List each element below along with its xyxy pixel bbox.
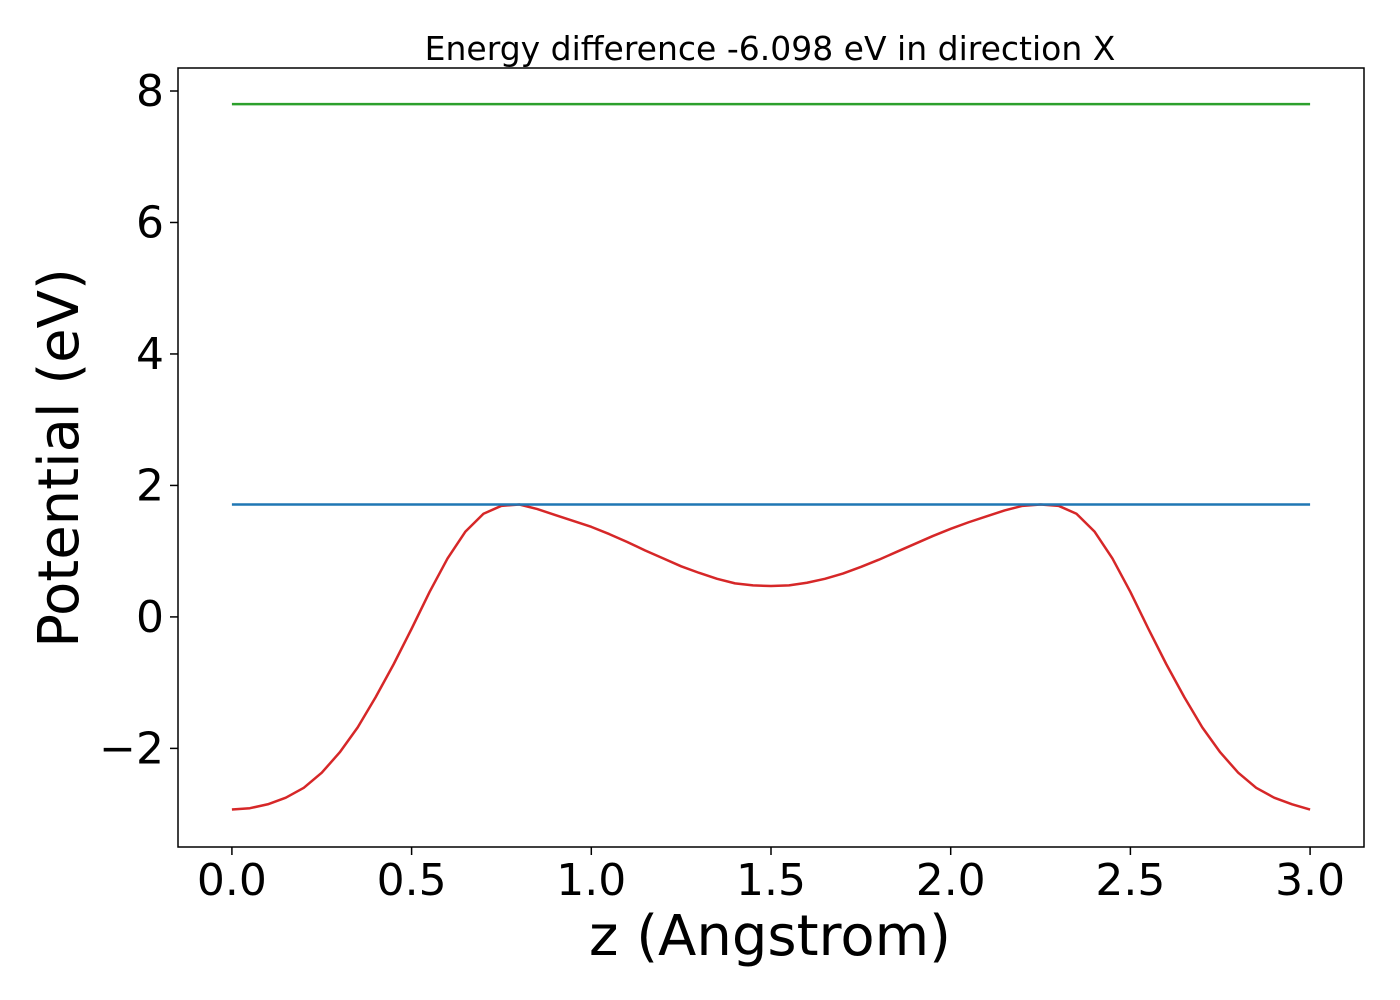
series-layer — [231, 102, 1311, 811]
x-tick-label: 3.0 — [1275, 855, 1345, 906]
y-tick-label: −2 — [99, 723, 164, 774]
x-axis: 0.0 0.5 1.0 1.5 2.0 2.5 3.0 — [197, 847, 1345, 906]
chart-title: Energy difference -6.098 eV in direction… — [425, 29, 1116, 68]
series-line-0 — [231, 503, 1311, 811]
y-tick-label: 8 — [136, 66, 164, 117]
x-tick-label: 2.5 — [1095, 855, 1165, 906]
x-tick-label: 0.5 — [377, 855, 447, 906]
y-tick-label: 6 — [136, 197, 164, 248]
y-tick-label: 4 — [136, 329, 164, 380]
y-tick-label: 2 — [136, 460, 164, 511]
x-tick-label: 2.0 — [916, 855, 986, 906]
x-tick-label: 1.5 — [736, 855, 806, 906]
y-axis: −2 0 2 4 6 8 — [99, 66, 178, 774]
x-tick-label: 1.0 — [556, 855, 626, 906]
y-tick-label: 0 — [136, 592, 164, 643]
y-axis-label: Potential (eV) — [27, 268, 92, 648]
x-axis-label: z (Angstrom) — [589, 904, 951, 969]
x-tick-label: 0.0 — [197, 855, 267, 906]
